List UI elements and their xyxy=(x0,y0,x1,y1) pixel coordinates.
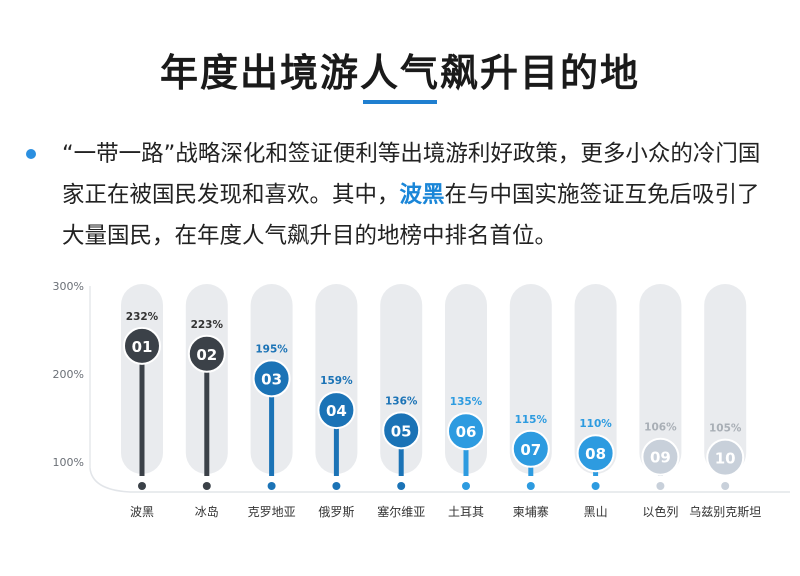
intro-text-part2: 在与中国实施签证互免后吸引了大量国民，在年度人气飙升目的地榜中排名首位。 xyxy=(62,182,760,249)
rank-circle xyxy=(447,412,485,451)
rank-chart: 100% 200% 300% 232% 01 波黑 223% 02 冰岛 195% 03 克罗地亚 15… xyxy=(53,280,790,519)
value-label: 159% xyxy=(320,375,353,387)
title-underline xyxy=(363,100,437,104)
intro-text-part1: “一带一路”战略深化和签证便利等出境游利好政策，更多小众的冷门国家正在被国民发现… xyxy=(62,141,761,208)
rank-circle xyxy=(252,359,291,398)
column-track xyxy=(639,284,682,474)
category-label: 以色列 xyxy=(642,505,678,519)
intro-highlight: 波黑 xyxy=(399,182,445,208)
rank-label: 07 xyxy=(520,441,541,459)
value-label: 110% xyxy=(579,418,612,430)
rank-label: 04 xyxy=(326,402,347,420)
category-label: 俄罗斯 xyxy=(318,505,354,519)
rank-circle xyxy=(511,429,550,468)
rank-label: 03 xyxy=(261,370,282,388)
baseline-dot xyxy=(656,482,665,490)
column-track xyxy=(704,284,747,474)
baseline-dot xyxy=(462,482,470,490)
value-label: 115% xyxy=(515,414,548,426)
value-label: 232% xyxy=(126,311,159,323)
baseline-dot xyxy=(526,482,535,490)
rank-label: 10 xyxy=(715,450,736,468)
baseline-dot xyxy=(721,482,730,490)
category-label: 柬埔寨 xyxy=(513,504,549,519)
rank-label: 02 xyxy=(196,346,217,364)
category-label: 乌兹别克斯坦 xyxy=(689,504,761,519)
rank-circle xyxy=(187,334,226,373)
rank-label: 08 xyxy=(585,445,606,463)
value-label: 223% xyxy=(191,319,224,331)
category-label: 黑山 xyxy=(584,505,608,519)
rank-circle xyxy=(576,434,615,473)
y-tick-label: 100% xyxy=(53,456,84,469)
rank-circle xyxy=(382,411,421,450)
column-track xyxy=(509,284,552,474)
baseline-curve xyxy=(89,467,790,493)
y-tick-label: 200% xyxy=(53,368,84,381)
category-label: 土耳其 xyxy=(448,505,484,519)
category-label: 波黑 xyxy=(130,505,154,519)
baseline-dot xyxy=(397,482,406,490)
rank-label: 05 xyxy=(391,422,412,440)
rank-circle xyxy=(317,391,356,430)
value-label: 195% xyxy=(255,343,288,355)
baseline-dot xyxy=(591,482,600,490)
rank-circle xyxy=(123,326,161,365)
baseline-dot xyxy=(267,482,276,490)
value-label: 105% xyxy=(709,423,742,435)
page-title: 年度出境游人气飙升目的地 xyxy=(159,51,640,95)
value-label: 135% xyxy=(450,396,483,408)
column-track xyxy=(315,284,358,474)
category-label: 冰岛 xyxy=(195,504,219,519)
baseline-dot xyxy=(138,482,146,490)
category-label: 塞尔维亚 xyxy=(377,504,425,519)
category-label: 克罗地亚 xyxy=(248,505,296,519)
intro-paragraph: “一带一路”战略深化和签证便利等出境游利好政策，更多小众的冷门国家正在被国民发现… xyxy=(62,134,782,257)
column-track xyxy=(574,284,617,474)
value-label: 136% xyxy=(385,395,418,407)
value-label: 106% xyxy=(644,422,677,434)
y-tick-label: 300% xyxy=(53,280,84,293)
baseline-dot xyxy=(332,482,341,490)
bullet-dot xyxy=(26,149,36,159)
baseline-dot xyxy=(202,482,211,490)
rank-circle xyxy=(706,438,745,477)
rank-label: 01 xyxy=(132,338,153,356)
rank-label: 06 xyxy=(456,423,477,441)
rank-label: 09 xyxy=(650,449,671,467)
rank-circle xyxy=(641,437,680,476)
